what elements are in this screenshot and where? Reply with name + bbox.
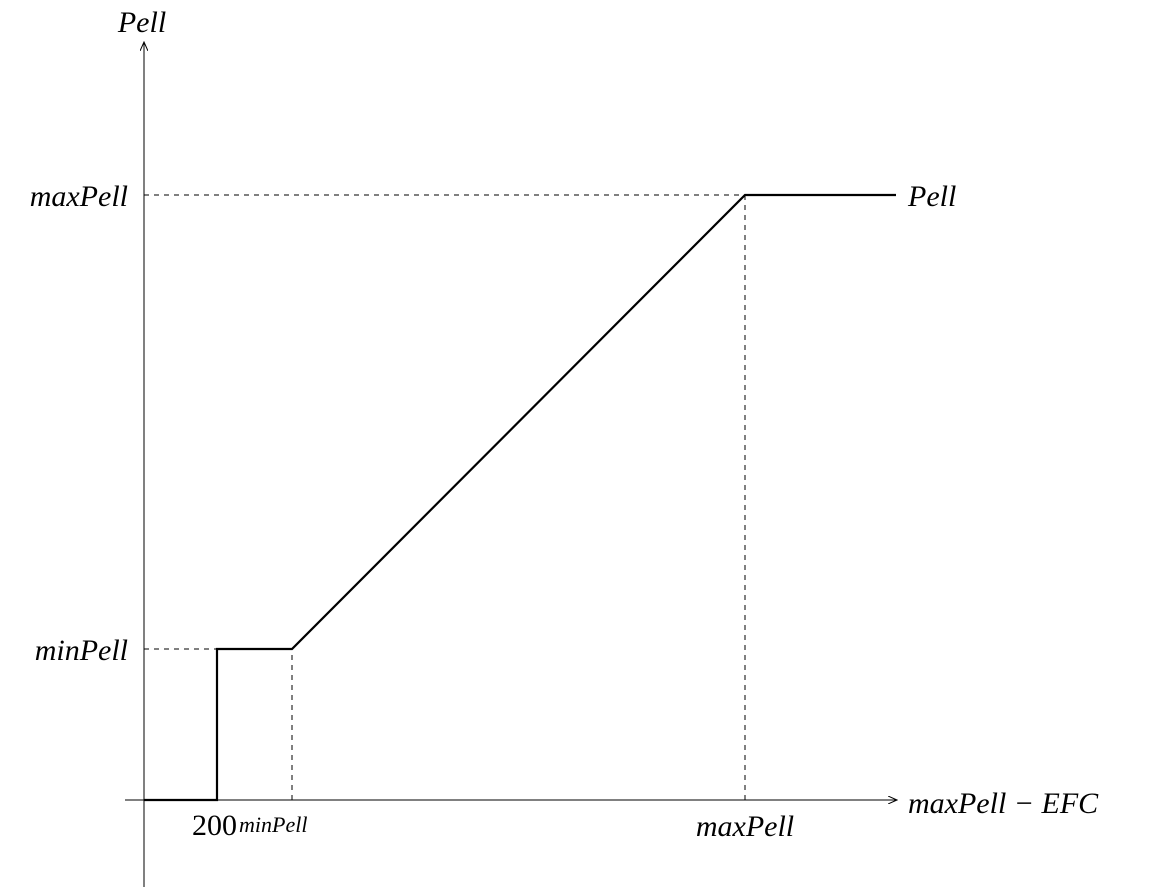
series-layer	[144, 193, 896, 802]
label-layer: Pell maxPell − EFC Pell maxPell minPell …	[30, 6, 1099, 843]
reference-guides	[144, 194, 746, 800]
y-tick-label-minpell: minPell	[35, 634, 128, 667]
series-line-pell	[144, 193, 896, 802]
x-axis-label: maxPell − EFC	[908, 787, 1099, 820]
x-tick-label-minpell: minPell	[239, 812, 307, 837]
x-tick-label-maxpell: maxPell	[696, 810, 794, 843]
y-axis-label: Pell	[117, 6, 166, 39]
y-tick-label-maxpell: maxPell	[30, 180, 128, 213]
x-tick-label-200: 200	[192, 809, 237, 842]
series-label-pell: Pell	[907, 180, 956, 213]
